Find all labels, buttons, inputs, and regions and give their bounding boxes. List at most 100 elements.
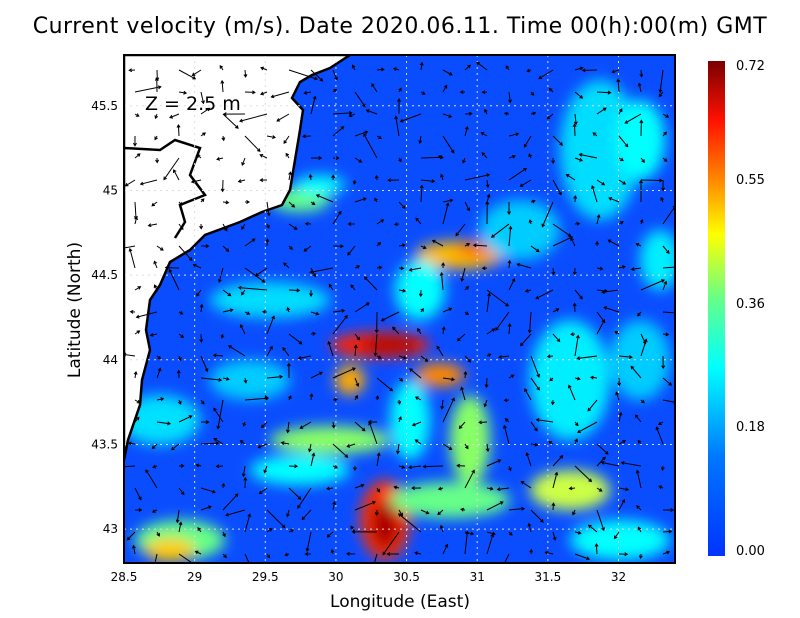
velocity-arrow [282,346,290,357]
velocity-arrow [573,113,578,126]
velocity-arrow [374,174,379,181]
x-tick-label: 31.5 [534,570,561,584]
velocity-arrow [190,179,202,184]
velocity-arrow [222,493,239,511]
velocity-arrow [520,480,532,489]
velocity-arrow [348,113,356,118]
velocity-arrow [528,219,533,225]
velocity-arrow [574,157,584,162]
velocity-patch [450,395,490,485]
velocity-arrow [570,332,576,337]
velocity-arrow [154,135,158,141]
velocity-arrow [398,266,405,271]
velocity-arrow [639,119,644,137]
velocity-arrow [570,237,576,247]
velocity-arrow [243,476,248,489]
velocity-arrow [332,397,338,402]
velocity-arrow [243,377,248,384]
velocity-arrow [595,240,600,247]
colorbar-ticks: 0.00 0.18 0.36 0.55 0.72 [736,59,765,559]
velocity-arrow [398,201,406,209]
velocity-arrow [124,245,136,250]
velocity-arrow [630,365,642,379]
velocity-arrow [212,353,224,358]
velocity-arrow [484,377,489,389]
velocity-arrow [660,196,664,203]
velocity-arrow [464,125,469,137]
velocity-arrow [484,108,488,115]
velocity-arrow [376,67,385,72]
velocity-arrow [307,443,312,453]
velocity-arrow [549,377,554,382]
velocity-arrow [508,531,513,536]
velocity-arrow [551,267,556,276]
velocity-arrow [608,197,620,203]
velocity-arrow [552,223,572,237]
velocity-arrow [222,245,230,252]
velocity-arrow [200,107,211,115]
velocity-arrow [505,65,510,71]
velocity-arrow [153,284,158,291]
velocity-arrow [178,333,185,338]
velocity-patch [210,360,290,400]
velocity-arrow [508,465,512,472]
velocity-arrow [596,214,601,225]
velocity-arrow [309,267,334,274]
velocity-arrow [658,485,664,490]
velocity-arrow [347,221,356,226]
velocity-arrow [574,66,584,71]
velocity-arrow [221,135,226,142]
colorbar-tick-label: 0.18 [736,420,765,435]
velocity-arrow [637,439,642,445]
velocity-arrow [544,550,554,555]
velocity-arrow [216,399,224,430]
velocity-arrow [199,333,204,343]
velocity-arrow [265,238,270,247]
colorbar-tick-label: 0.00 [736,544,765,559]
velocity-arrow [662,266,675,269]
velocity-arrow [481,152,488,159]
velocity-arrow [574,221,581,226]
velocity-arrow [464,64,472,71]
velocity-arrow [414,396,422,401]
velocity-arrow [635,469,642,489]
velocity-arrow [124,179,136,187]
velocity-arrow [618,221,624,225]
velocity-arrow [567,384,576,401]
velocity-arrow [213,437,224,445]
velocity-arrow [222,200,230,205]
velocity-arrow [237,285,268,291]
grid [124,55,675,563]
velocity-arrow [640,178,664,183]
velocity-arrow [239,113,268,123]
velocity-arrow [156,531,160,537]
velocity-arrow [134,487,142,501]
velocity-arrow [535,418,554,423]
velocity-arrow [530,245,540,253]
velocity-arrow [607,239,620,247]
velocity-arrow [392,67,400,71]
velocity-arrow [596,179,606,186]
velocity-arrow [496,487,510,492]
velocity-arrow [464,469,475,489]
velocity-arrow [546,113,554,120]
velocity-arrow [288,333,303,345]
velocity-patch [124,395,200,445]
velocity-arrow [156,367,162,379]
velocity-arrow [371,83,378,93]
velocity-arrow [504,553,510,563]
velocity-arrow [565,174,576,181]
velocity-arrow [257,443,268,449]
velocity-arrow [284,552,290,557]
velocity-arrow [288,245,293,250]
velocity-arrow [662,280,668,291]
velocity-arrow [393,222,400,227]
velocity-arrow [486,501,504,511]
velocity-arrow [200,399,205,405]
velocity-arrow [365,109,378,115]
velocity-arrow [576,421,598,434]
velocity-arrow [464,243,471,247]
velocity-arrow [524,288,532,293]
velocity-arrow [485,200,490,225]
plot-area [124,55,675,563]
